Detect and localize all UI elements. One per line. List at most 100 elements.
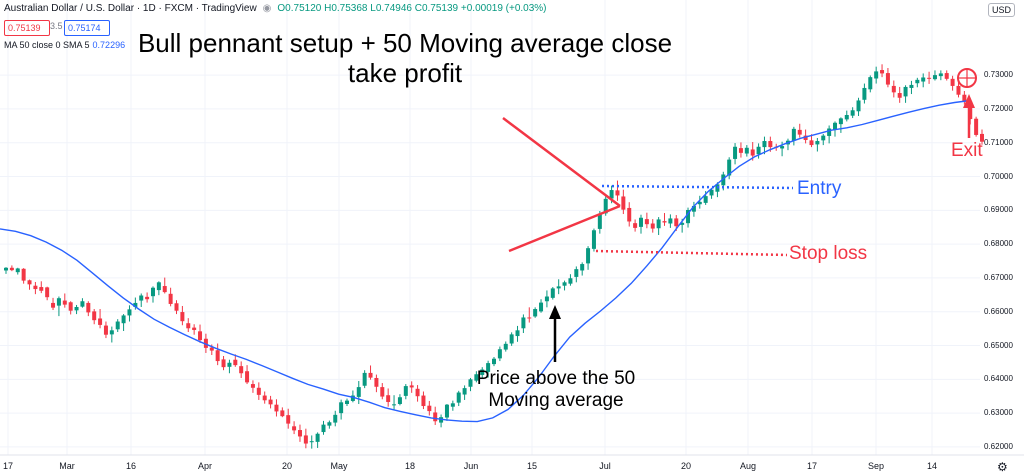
candle bbox=[697, 195, 702, 209]
candle bbox=[397, 394, 402, 406]
candle-body bbox=[497, 349, 502, 359]
currency-selector[interactable]: USD bbox=[988, 3, 1016, 17]
candle bbox=[297, 424, 302, 442]
candle-body bbox=[656, 219, 661, 229]
ma-legend[interactable]: MA 50 close 0 SMA 5 0.72296 bbox=[4, 40, 125, 50]
candle bbox=[891, 80, 896, 98]
candle-body bbox=[897, 93, 902, 98]
candle bbox=[709, 188, 714, 199]
candle-body bbox=[627, 207, 632, 222]
candle-body bbox=[915, 79, 920, 84]
candle-body bbox=[80, 301, 85, 307]
candle-body bbox=[744, 147, 749, 154]
candle bbox=[121, 314, 126, 331]
candle-body bbox=[921, 77, 926, 82]
candle bbox=[574, 266, 579, 283]
candle bbox=[662, 213, 667, 226]
candle bbox=[539, 299, 544, 313]
candle-body bbox=[527, 317, 532, 319]
candle-body bbox=[550, 288, 555, 298]
candle bbox=[756, 143, 761, 159]
entry-line bbox=[601, 184, 794, 190]
eye-icon[interactable]: ◉ bbox=[262, 3, 272, 14]
candle-body bbox=[909, 84, 914, 88]
candle bbox=[974, 116, 979, 137]
candle-body bbox=[209, 347, 214, 351]
candle-body bbox=[215, 350, 220, 362]
candle bbox=[744, 145, 749, 157]
candle-body bbox=[903, 86, 908, 97]
candle-body bbox=[409, 385, 414, 388]
candle bbox=[738, 142, 743, 158]
candle bbox=[862, 83, 867, 104]
candle-body bbox=[891, 85, 896, 93]
candle-body bbox=[932, 75, 937, 80]
candle-body bbox=[168, 293, 173, 304]
candle-body bbox=[574, 269, 579, 277]
candle-body bbox=[544, 296, 549, 302]
candle-body bbox=[9, 267, 14, 271]
candle-body bbox=[474, 374, 479, 381]
candle bbox=[809, 134, 814, 148]
candle bbox=[497, 346, 502, 362]
candle-body bbox=[127, 309, 132, 316]
candle-body bbox=[568, 278, 573, 284]
candle bbox=[962, 90, 967, 105]
price-tick-label: 0.64000 bbox=[984, 374, 1013, 384]
gear-icon[interactable]: ⚙ bbox=[997, 460, 1008, 474]
candle bbox=[39, 281, 44, 294]
candle-body bbox=[815, 141, 820, 145]
candle-body bbox=[203, 338, 208, 348]
candle-body bbox=[121, 315, 126, 324]
candle-body bbox=[345, 400, 350, 405]
candle-body bbox=[668, 218, 673, 224]
candle bbox=[150, 286, 155, 303]
candle bbox=[927, 71, 932, 84]
candle-body bbox=[45, 287, 50, 298]
spread-value: 3.5 bbox=[50, 21, 63, 31]
candle-body bbox=[280, 410, 285, 417]
candle bbox=[133, 297, 138, 310]
price-tick-label: 0.72000 bbox=[984, 103, 1013, 113]
candle-body bbox=[750, 149, 755, 156]
candle-body bbox=[650, 223, 655, 229]
candle bbox=[550, 287, 555, 300]
candle bbox=[362, 370, 367, 389]
candle bbox=[250, 380, 255, 393]
candle-body bbox=[33, 285, 38, 290]
price-tick-label: 0.70000 bbox=[984, 171, 1013, 181]
exit-label: Exit bbox=[951, 140, 983, 161]
candle-body bbox=[480, 369, 485, 375]
price-tick-label: 0.69000 bbox=[984, 205, 1013, 215]
candle-body bbox=[362, 372, 367, 386]
candle bbox=[556, 279, 561, 295]
candle bbox=[86, 301, 91, 317]
candle-body bbox=[86, 302, 91, 313]
candle bbox=[533, 307, 538, 318]
candle-body bbox=[192, 327, 197, 330]
candle-body bbox=[450, 403, 455, 407]
candle-body bbox=[268, 399, 273, 405]
candle bbox=[797, 123, 802, 138]
candle-body bbox=[374, 377, 379, 387]
candle bbox=[439, 414, 444, 428]
candle-body bbox=[133, 302, 138, 307]
candle bbox=[686, 207, 691, 228]
price-above-arrow bbox=[549, 305, 561, 362]
candle bbox=[444, 404, 449, 421]
buy-price-box[interactable]: 0.75174 bbox=[64, 20, 110, 36]
symbol-title[interactable]: Australian Dollar / U.S. Dollar · 1D · F… bbox=[4, 3, 257, 14]
candle bbox=[303, 428, 308, 449]
symbol-header[interactable]: Australian Dollar / U.S. Dollar · 1D · F… bbox=[4, 3, 547, 14]
candle bbox=[492, 357, 496, 367]
candle-body bbox=[297, 430, 302, 437]
candle bbox=[856, 97, 861, 117]
candle bbox=[239, 361, 244, 378]
candle bbox=[139, 293, 144, 307]
candle-body bbox=[309, 441, 314, 443]
sell-price-box[interactable]: 0.75139 bbox=[4, 20, 50, 36]
candle-body bbox=[350, 395, 355, 401]
candle bbox=[56, 296, 61, 317]
candle bbox=[268, 395, 273, 409]
